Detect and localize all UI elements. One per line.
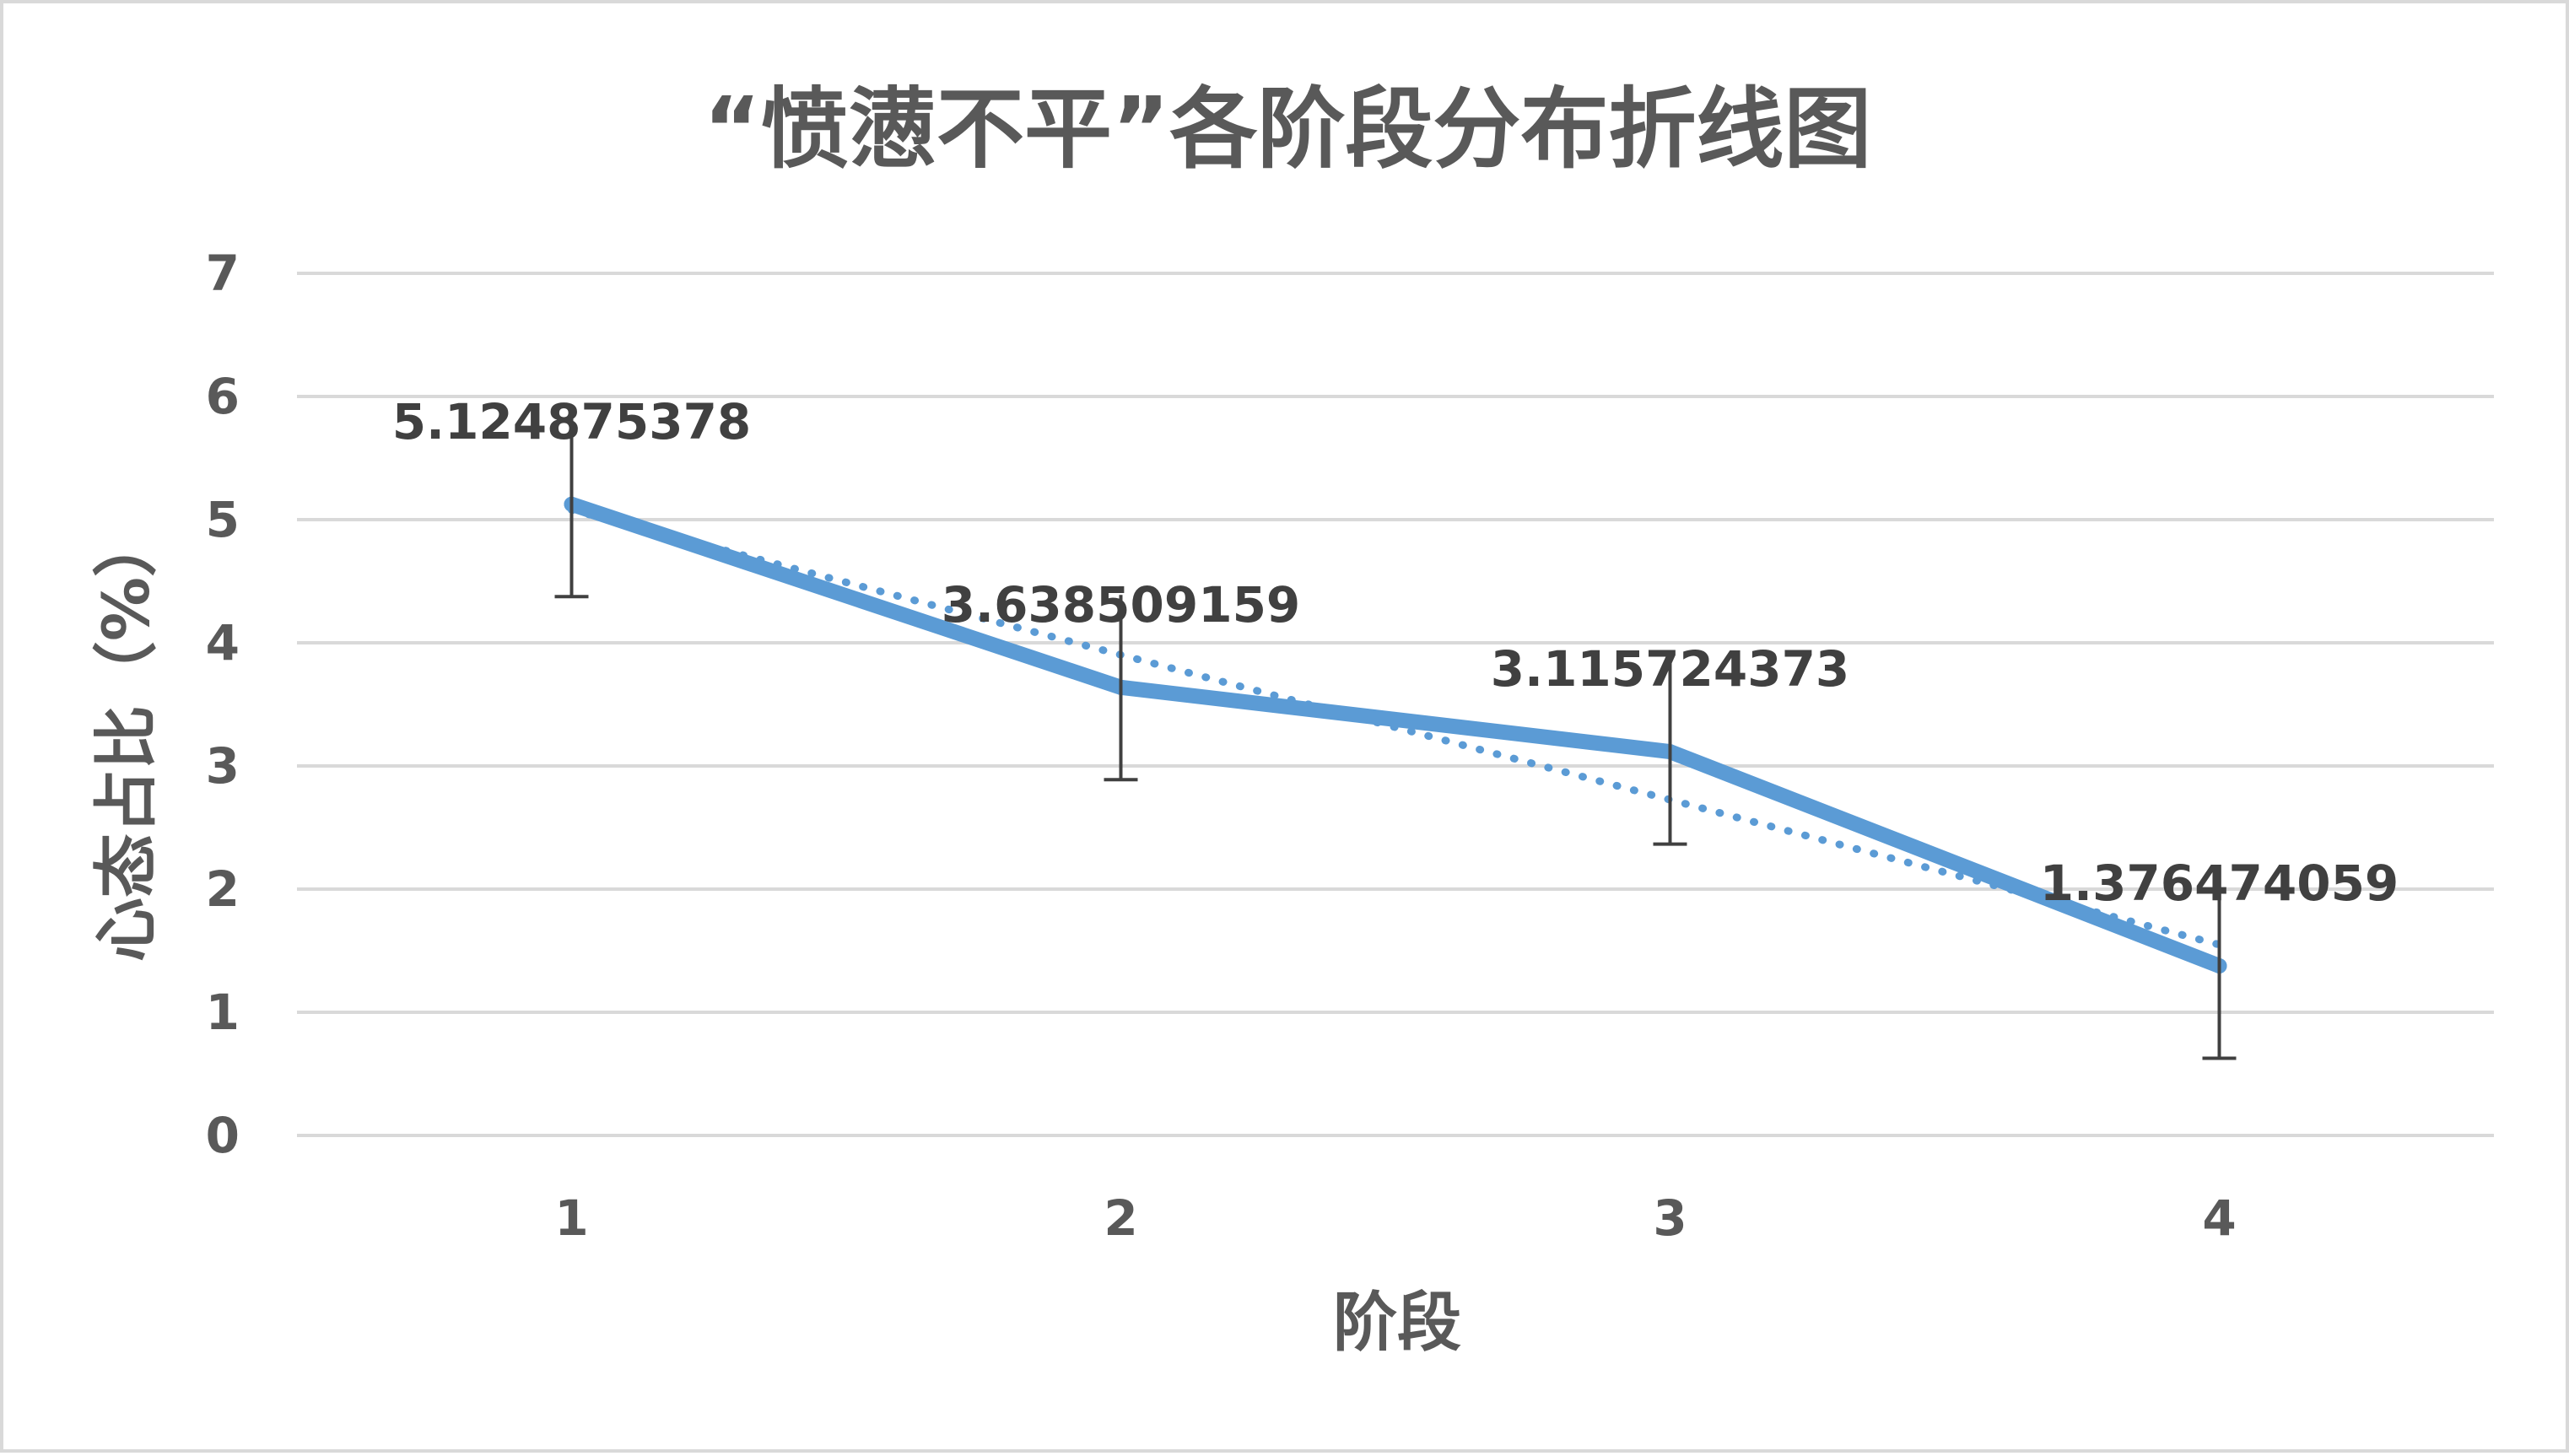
data-label: 1.376474059 (2040, 855, 2399, 912)
gridlines (297, 272, 2494, 1137)
trendline (568, 505, 2223, 949)
data-label: 3.638509159 (942, 576, 1301, 634)
line-chart: “愤懑不平”各阶段分布折线图 0 1 2 3 4 5 6 7 1 2 3 4 5.124875378… (89, 78, 2494, 1360)
y-tick-label: 2 (206, 860, 240, 918)
x-tick-label: 2 (1104, 1189, 1137, 1247)
x-tick-label: 4 (2202, 1189, 2236, 1247)
data-label: 3.115724373 (1491, 640, 1850, 698)
y-tick-label: 1 (206, 984, 240, 1041)
x-axis-title: 阶段 (1333, 1285, 1461, 1360)
x-tick-label: 3 (1653, 1189, 1687, 1247)
y-tick-label: 4 (206, 614, 240, 671)
x-axis-tick-labels: 1 2 3 4 (554, 1189, 2236, 1247)
y-tick-label: 7 (206, 245, 240, 302)
y-axis-title: 心态占比（%） (89, 513, 164, 962)
y-tick-label: 3 (206, 737, 240, 795)
x-tick-label: 1 (554, 1189, 588, 1247)
trendline-group (568, 505, 2223, 949)
y-axis-tick-labels: 0 1 2 3 4 5 6 7 (206, 245, 240, 1164)
error-bars (554, 412, 2237, 1060)
data-labels: 5.124875378 3.638509159 3.115724373 1.37647… (392, 393, 2399, 912)
y-tick-label: 0 (206, 1107, 240, 1164)
series-line (564, 496, 2227, 974)
y-tick-label: 5 (206, 491, 240, 548)
series-line-group (564, 496, 2227, 974)
data-label: 5.124875378 (392, 393, 752, 450)
y-tick-label: 6 (206, 368, 240, 425)
chart-title: “愤懑不平”各阶段分布折线图 (704, 78, 1872, 181)
